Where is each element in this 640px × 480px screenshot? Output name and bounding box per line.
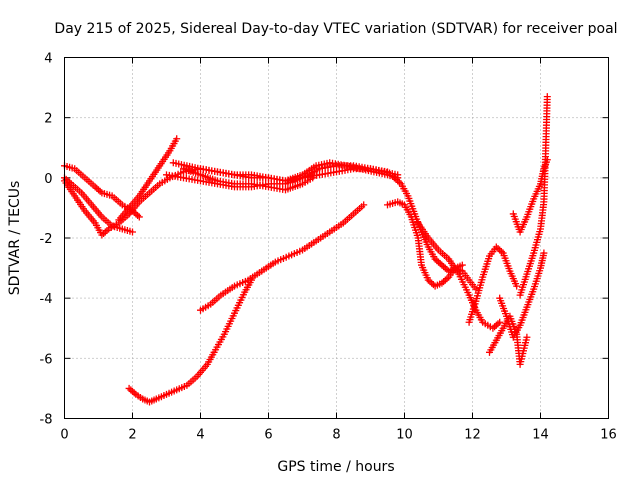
series-arc-14 xyxy=(465,243,521,326)
x-tick-label: 14 xyxy=(532,428,549,443)
x-tick-label: 2 xyxy=(128,428,136,443)
series-arc-10 xyxy=(197,201,368,314)
data-point xyxy=(540,249,548,257)
x-axis-label: GPS time / hours xyxy=(277,459,394,475)
x-tick-label: 10 xyxy=(396,428,413,443)
y-tick-label: -4 xyxy=(40,292,53,307)
y-tick-label: -2 xyxy=(40,232,53,247)
y-tick-label: -6 xyxy=(40,352,53,367)
x-tick-label: 16 xyxy=(600,428,617,443)
y-tick-label: -8 xyxy=(40,413,53,428)
data-point xyxy=(129,228,136,236)
data-point xyxy=(513,282,521,290)
data-point xyxy=(496,318,504,326)
x-tick-label: 4 xyxy=(196,428,204,443)
y-tick-label: 0 xyxy=(44,172,52,187)
series-arc-18 xyxy=(516,93,551,299)
data-point xyxy=(384,168,391,176)
data-point xyxy=(472,285,480,293)
data-point xyxy=(173,135,181,143)
x-tick-label: 12 xyxy=(464,428,481,443)
data-point xyxy=(458,261,466,269)
plot-data xyxy=(61,93,551,406)
y-axis-label: SDTVAR / TECUs xyxy=(7,181,23,296)
data-point xyxy=(523,333,531,341)
data-point xyxy=(309,174,317,182)
data-point xyxy=(135,213,143,221)
x-tick-label: 8 xyxy=(332,428,340,443)
series-arc-13 xyxy=(414,219,504,332)
x-tick-label: 6 xyxy=(264,428,272,443)
y-tick-label: 4 xyxy=(44,52,52,67)
series-arc-9 xyxy=(125,276,255,406)
grid xyxy=(64,57,609,419)
data-point xyxy=(394,171,402,179)
ticks: 0 2 4 6 8 10 12 14 16 -8 -6 -4 -2 0 2 4 xyxy=(40,52,617,443)
data-point xyxy=(543,93,551,101)
series-arc-16 xyxy=(496,249,548,341)
data-point xyxy=(360,201,368,209)
x-tick-label: 0 xyxy=(60,428,68,443)
y-tick-label: 2 xyxy=(44,112,52,127)
series-arc-3 xyxy=(61,174,136,236)
plot-frame xyxy=(64,57,609,419)
series-arc-8 xyxy=(180,165,317,194)
series-arc-4 xyxy=(115,135,181,224)
chart-title: Day 215 of 2025, Sidereal Day-to-day VTE… xyxy=(54,21,617,37)
